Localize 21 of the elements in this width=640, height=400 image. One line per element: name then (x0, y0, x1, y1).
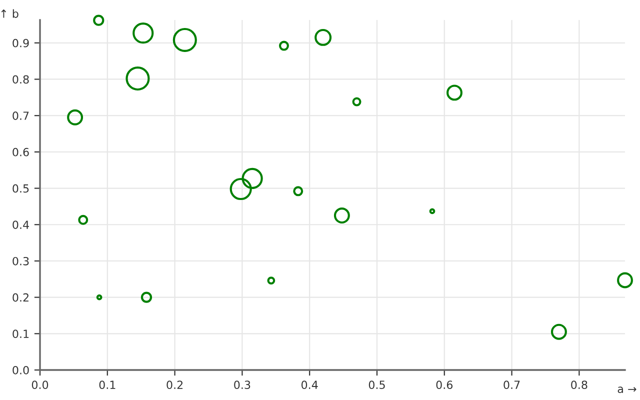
y-tick-label: 0.8 (12, 75, 29, 84)
x-tick-label: 0.2 (166, 380, 183, 390)
y-tick-label: 0.6 (12, 148, 29, 156)
y-tick-label: 0.2 (12, 293, 28, 302)
x-axis-title: a → (618, 386, 636, 394)
x-tick-label: 0.5 (368, 380, 385, 390)
y-tick-label: 0.9 (12, 38, 29, 48)
x-tick-label: 0.3 (234, 380, 250, 390)
y-tick-label: 0.3 (12, 256, 29, 266)
x-tick-label: 0.7 (504, 380, 520, 390)
y-tick-label: 0.5 (12, 184, 29, 193)
y-axis-title: ↑ b (1, 9, 18, 18)
y-tick-label: 0.1 (12, 330, 29, 338)
y-tick-label: 0.0 (12, 366, 29, 374)
x-tick-label: 0.0 (32, 380, 48, 390)
x-tick-label: 0.1 (99, 380, 116, 390)
x-tick-label: 0.8 (571, 380, 588, 390)
x-tick-label: 0.6 (436, 380, 453, 390)
y-tick-label: 0.4 (12, 220, 29, 229)
x-tick-label: 0.4 (301, 380, 318, 390)
y-tick-label: 0.7 (12, 112, 29, 120)
